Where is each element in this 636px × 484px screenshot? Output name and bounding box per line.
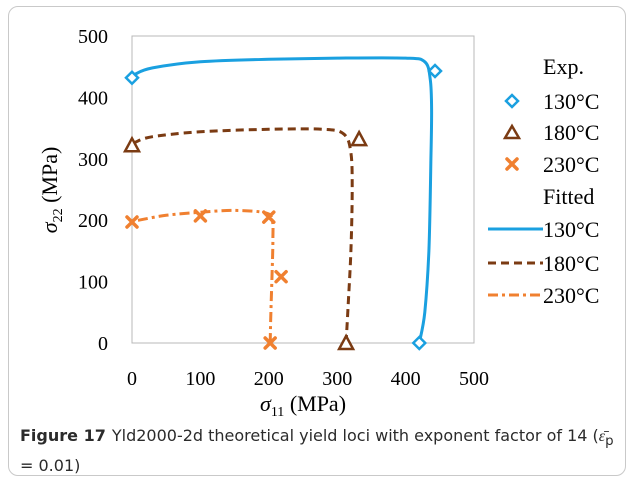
x-tick-label: 100	[185, 368, 215, 390]
experimental-markers	[122, 63, 443, 351]
legend-item-fit-180: 180°C	[488, 251, 599, 276]
plot-area	[131, 35, 475, 344]
triangle-marker-icon	[502, 123, 522, 140]
legend-item-fit-130: 130°C	[488, 217, 599, 242]
fitted-curves	[130, 56, 434, 344]
exp-marker-x	[125, 215, 139, 229]
figure-frame	[8, 6, 626, 476]
x-tick-label: 400	[391, 368, 421, 390]
yield-loci-chart: 0 100 200 300 400 500 0 100 200 300 400 500 σ11 (MP…	[37, 26, 599, 420]
legend-label: 130°C	[543, 217, 599, 242]
legend-label: 180°C	[543, 120, 599, 145]
exp-marker-triangle	[349, 129, 369, 147]
x-tick-label: 200	[254, 368, 284, 390]
caption-text-end: = 0.01)	[20, 456, 81, 476]
x-tick-label: 300	[322, 368, 352, 390]
tick-labels: 0 100 200 300 400 500 0 100 200 300 400 500	[78, 26, 489, 390]
exp-marker-triangle	[336, 333, 356, 351]
legend-item-exp-130: 130°C	[504, 89, 599, 114]
legend-group-fitted: Fitted	[543, 184, 594, 209]
x-tick-label: 500	[459, 368, 489, 390]
legend: Exp. 130°C 180°C 230°C Fitted 130°C 180°…	[488, 54, 599, 308]
plot-area-group	[131, 35, 475, 344]
caption-epsilon-sub: p	[605, 434, 614, 450]
caption-text: Yld2000-2d theoretical yield loci with e…	[111, 426, 599, 445]
legend-item-fit-230: 230°C	[488, 283, 599, 308]
exp-marker-diamond	[427, 63, 443, 79]
exp-marker-x	[263, 336, 277, 350]
exp-marker-diamond	[124, 69, 140, 86]
legend-group-exp: Exp.	[543, 54, 584, 79]
exp-marker-x	[262, 210, 276, 224]
y-axis-title: σ22 (MPa)	[37, 147, 66, 234]
fitted-curve-dashdot	[131, 208, 275, 344]
legend-label: 230°C	[543, 283, 599, 308]
x-tick-label: 0	[127, 368, 137, 390]
exp-marker-diamond	[411, 335, 428, 351]
caption-epsilon: ε̄	[598, 428, 606, 445]
legend-label: 180°C	[543, 251, 599, 276]
fitted-curve-solid	[130, 56, 434, 344]
legend-item-exp-180: 180°C	[502, 120, 599, 145]
figure-label: Figure 17	[20, 426, 106, 445]
y-tick-label: 400	[78, 87, 108, 109]
legend-label: 230°C	[543, 152, 599, 177]
figure-caption: Figure 17 Yld2000-2d theoretical yield lo…	[20, 424, 618, 478]
exp-marker-x	[193, 209, 208, 223]
y-tick-label: 0	[98, 333, 108, 355]
x-marker-icon	[505, 157, 519, 171]
y-tick-label: 500	[78, 26, 108, 48]
legend-item-exp-230: 230°C	[505, 152, 599, 177]
y-tick-label: 300	[78, 149, 108, 171]
x-axis-title: σ11 (MPa)	[260, 391, 346, 420]
exp-marker-x	[274, 269, 288, 284]
exp-marker-triangle	[122, 135, 142, 153]
legend-label: 130°C	[543, 89, 599, 114]
fitted-curve-dash	[130, 127, 354, 344]
y-tick-label: 200	[78, 210, 108, 232]
y-tick-label: 100	[78, 272, 108, 294]
diamond-marker-icon	[504, 93, 520, 109]
